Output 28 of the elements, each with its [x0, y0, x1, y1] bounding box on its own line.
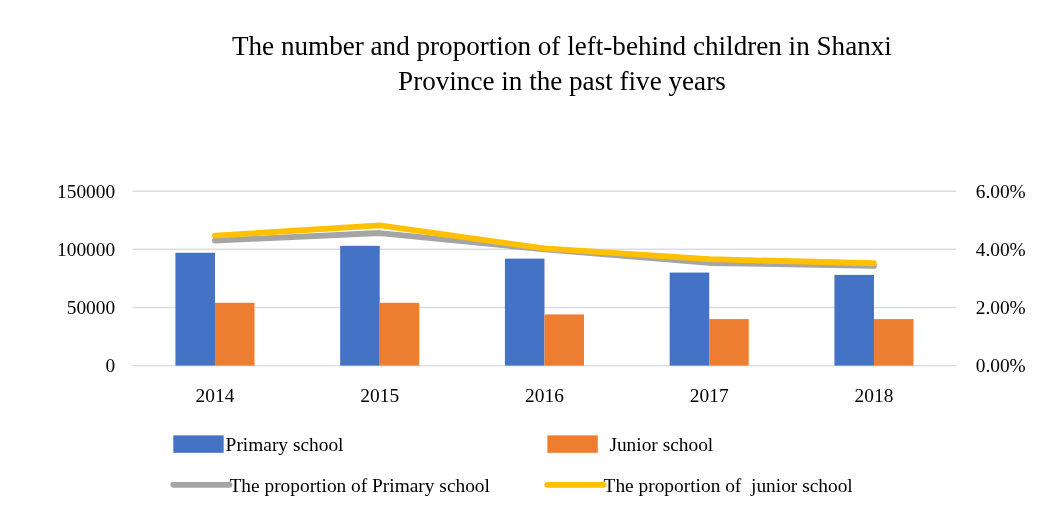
- y-tick-label: 50000: [66, 297, 116, 319]
- bar: [544, 314, 584, 366]
- bar: [214, 302, 255, 366]
- x-tick-label: 2018: [854, 385, 894, 407]
- y-tick-label: 150000: [57, 180, 116, 202]
- y2-tick-label: 6.00%: [975, 180, 1026, 202]
- bar: [175, 252, 215, 366]
- y2-tick-label: 2.00%: [975, 297, 1026, 319]
- legend-label: Primary school: [225, 433, 344, 455]
- x-tick-label: 2016: [525, 385, 565, 407]
- legend-label: The proportion of Primary school: [229, 474, 490, 496]
- bar: [709, 319, 749, 366]
- bar: [379, 302, 420, 366]
- x-tick-label: 2015: [360, 385, 400, 407]
- y2-tick-label: 0.00%: [975, 355, 1026, 377]
- bar: [504, 258, 545, 366]
- bar: [340, 245, 380, 366]
- bar: [873, 319, 914, 366]
- bar: [669, 272, 710, 366]
- legend-label: The proportion of junior school: [603, 474, 853, 496]
- chart-title: The number and proportion of left-behind children in Shanxi Province in the past five years: [231, 30, 893, 97]
- bar: [834, 274, 874, 366]
- x-tick-label: 2014: [195, 385, 235, 407]
- y2-tick-label: 4.00%: [975, 239, 1026, 261]
- y-tick-label: 0: [105, 355, 116, 377]
- x-tick-label: 2017: [689, 385, 729, 407]
- y-tick-label: 100000: [57, 239, 116, 261]
- legend-label: Junior school: [609, 433, 714, 455]
